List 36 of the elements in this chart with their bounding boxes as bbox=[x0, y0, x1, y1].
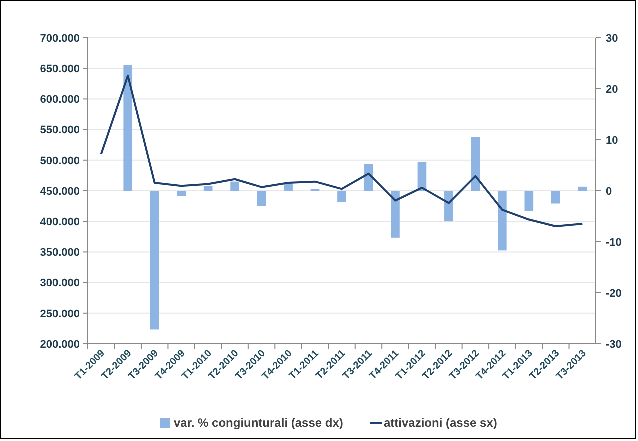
y2-tick-label: -10 bbox=[606, 236, 622, 249]
y2-tick-label: -20 bbox=[606, 288, 622, 300]
bar bbox=[498, 191, 507, 251]
bar bbox=[177, 191, 186, 196]
bar bbox=[444, 191, 454, 222]
bar bbox=[230, 182, 240, 191]
bar bbox=[551, 191, 560, 204]
legend-label: var. % congiunturali (asse dx) bbox=[174, 416, 344, 430]
bar bbox=[257, 191, 266, 206]
y2-tick-label: 20 bbox=[606, 84, 618, 96]
y-tick-label: 200.000 bbox=[40, 338, 80, 351]
y2-tick-label: -30 bbox=[606, 338, 622, 351]
y-tick-label: 550.000 bbox=[40, 124, 80, 137]
y-tick-label: 650.000 bbox=[40, 63, 80, 76]
bar bbox=[471, 137, 480, 191]
bar bbox=[204, 186, 213, 191]
legend-label: attivazioni (asse sx) bbox=[384, 416, 498, 430]
line-series bbox=[100, 74, 584, 228]
y-tick-label: 400.000 bbox=[40, 216, 80, 228]
y-tick-label: 450.000 bbox=[40, 186, 80, 198]
y-tick-label: 700.000 bbox=[40, 32, 80, 45]
y-tick-label: 250.000 bbox=[40, 308, 80, 320]
y-tick-label: 300.000 bbox=[40, 278, 80, 290]
bar bbox=[150, 191, 160, 330]
y2-tick-label: 30 bbox=[606, 32, 618, 45]
y-tick-label: 350.000 bbox=[40, 247, 80, 260]
bar bbox=[578, 186, 588, 191]
bar bbox=[391, 191, 400, 238]
bar bbox=[524, 191, 534, 212]
bar bbox=[124, 65, 133, 191]
y-tick-label: 500.000 bbox=[40, 155, 80, 168]
y-tick-label: 600.000 bbox=[40, 94, 80, 106]
bar bbox=[338, 191, 346, 202]
bar bbox=[284, 183, 293, 191]
y2-tick-label: 10 bbox=[606, 134, 618, 147]
y2-tick-label: 0 bbox=[606, 186, 612, 198]
